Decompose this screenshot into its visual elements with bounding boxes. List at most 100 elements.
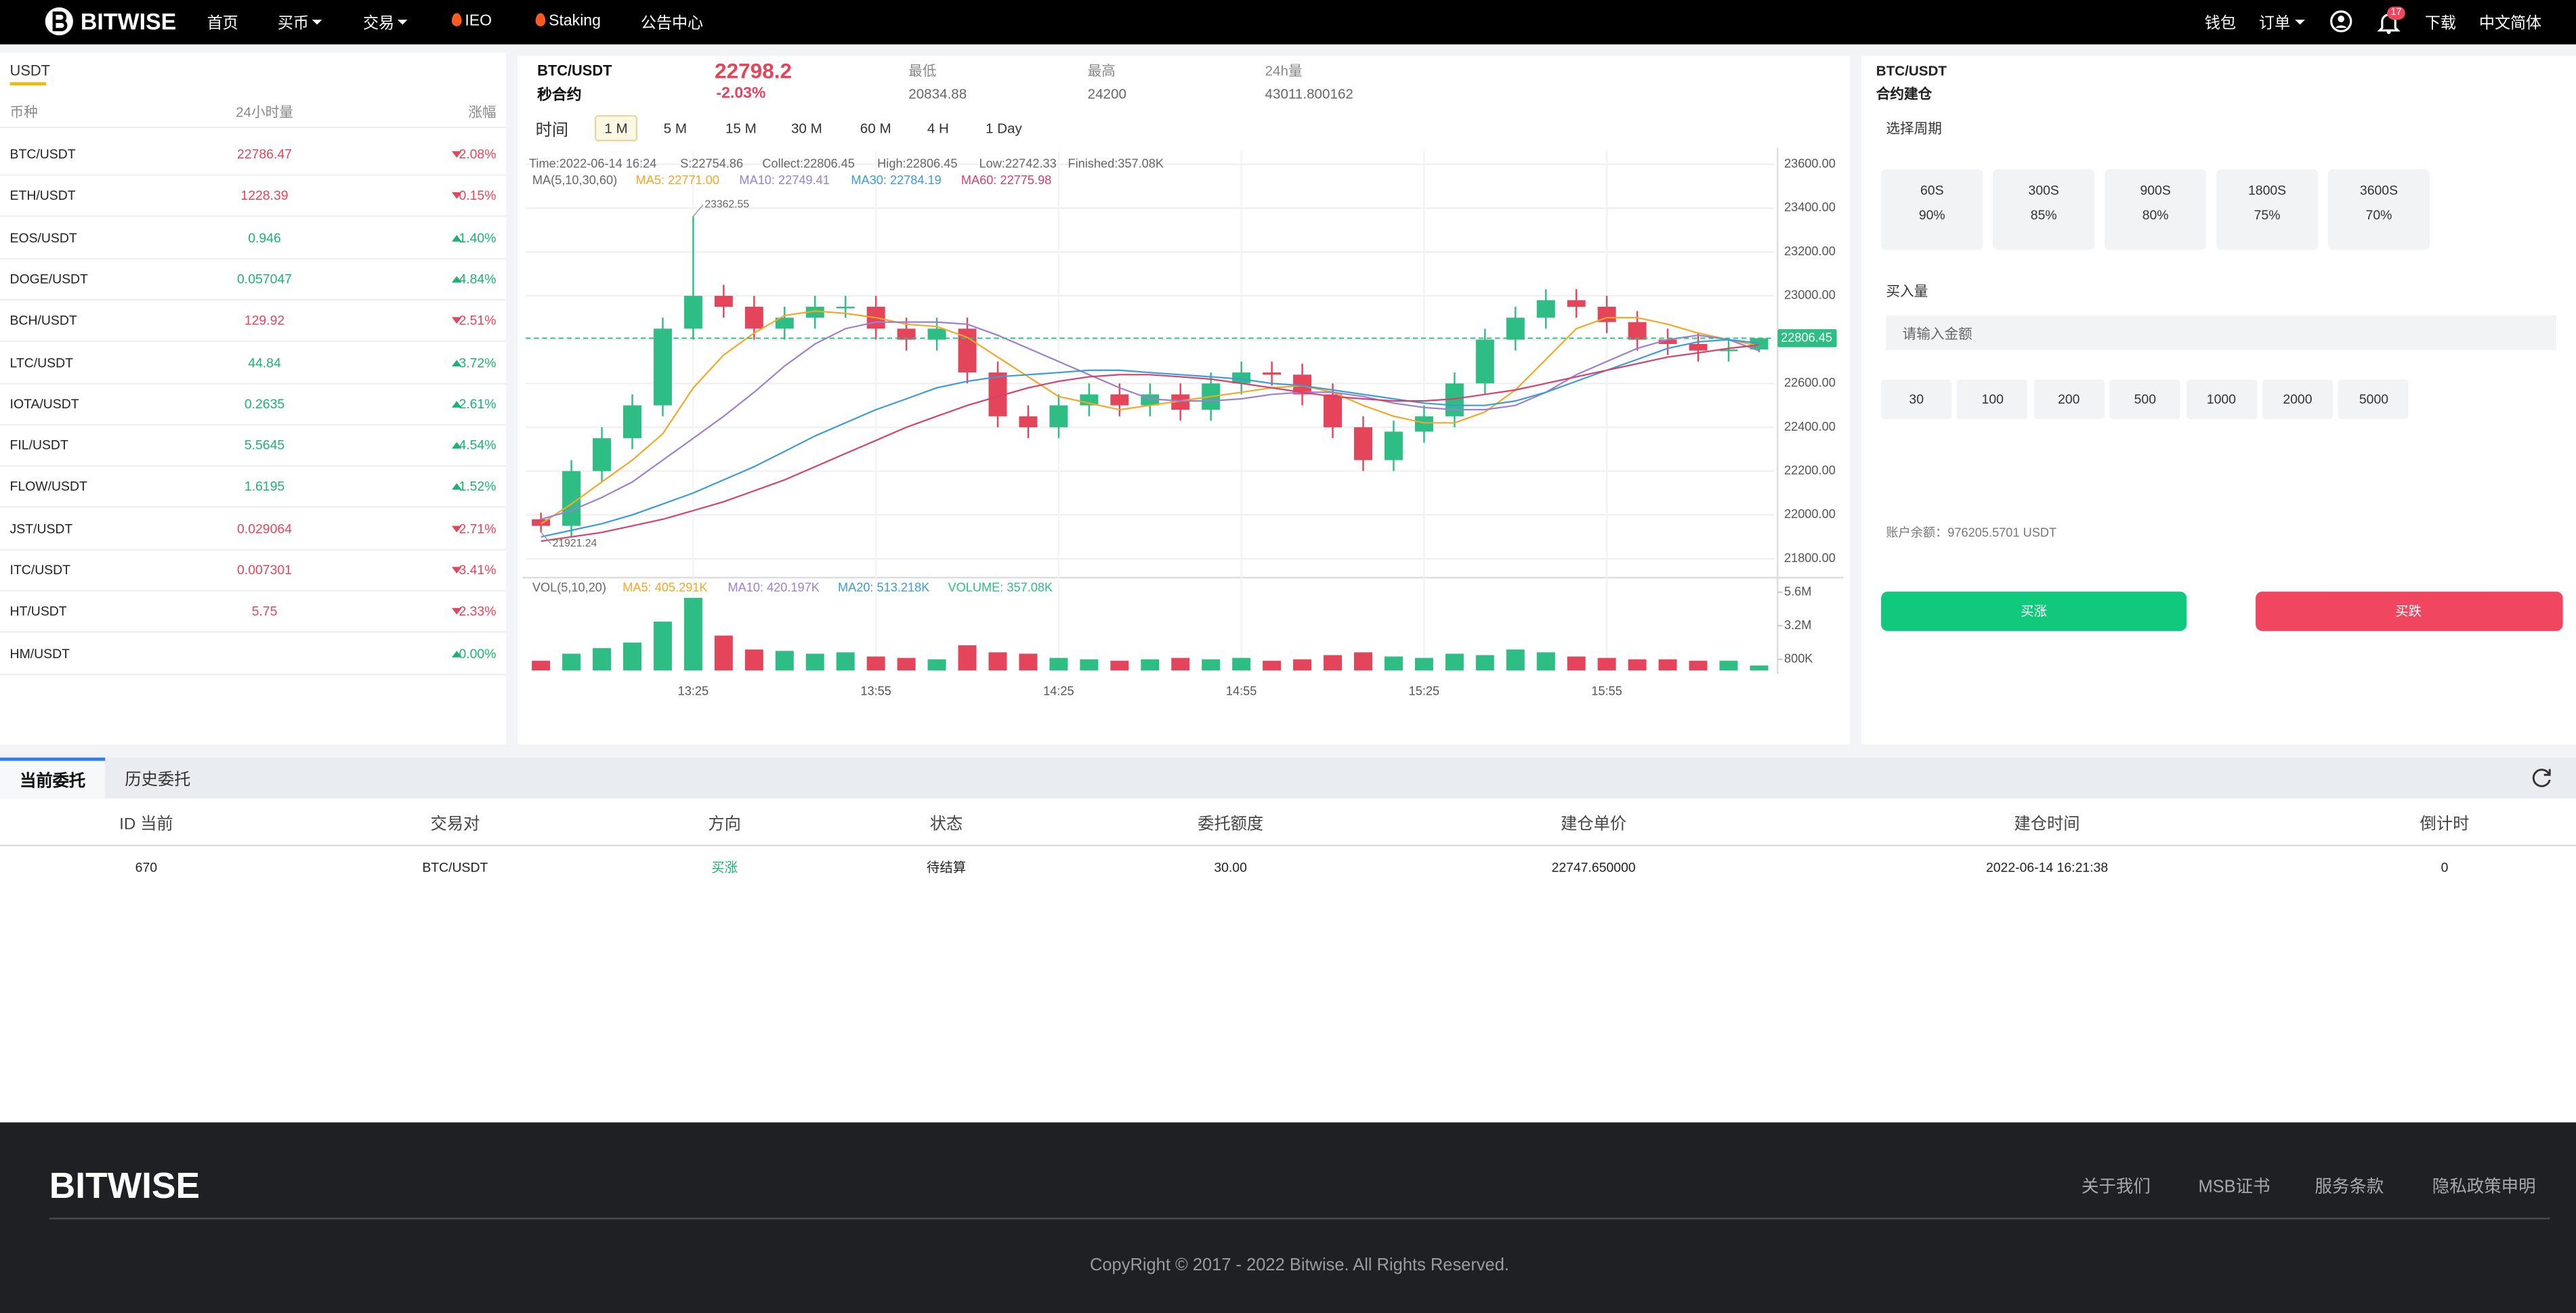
ticker-change: -2.03% <box>716 84 766 103</box>
footer-link[interactable]: MSB证书 <box>2198 1177 2271 1197</box>
nav-item[interactable]: 买币 <box>277 14 310 33</box>
market-pair[interactable]: HM/USDT <box>9 645 70 661</box>
x-tick-label: 14:25 <box>1043 684 1074 697</box>
interval-button[interactable]: 1 Day <box>985 120 1022 137</box>
volume-tick-label: 5.6M <box>1784 584 1811 598</box>
amount-button[interactable] <box>1957 379 2028 419</box>
period-card[interactable] <box>1881 169 1983 250</box>
period-card[interactable] <box>2216 169 2319 250</box>
volume-legend: MA20: 513.218K <box>838 581 929 595</box>
period-card[interactable] <box>1993 169 2095 250</box>
market-pair[interactable]: HT/USDT <box>9 604 67 620</box>
candle-body <box>775 318 794 329</box>
footer-link[interactable]: 关于我们 <box>2081 1177 2151 1197</box>
volume-bar <box>1414 658 1433 671</box>
amount-input[interactable] <box>1886 315 2556 350</box>
market-pair[interactable]: BTC/USDT <box>9 147 76 163</box>
row-line <box>0 257 507 259</box>
interval-button[interactable]: 15 M <box>725 120 757 137</box>
amount-button[interactable] <box>2338 379 2409 419</box>
amount-placeholder: 请输入金额 <box>1902 325 1972 342</box>
badge <box>2387 6 2405 20</box>
info-text: Collect:22806.45 <box>762 156 854 170</box>
market-pair[interactable]: BCH/USDT <box>9 313 77 328</box>
orders-header: 交易对 <box>430 815 480 834</box>
orders-tab[interactable]: 当前委托 <box>20 773 86 792</box>
market-pair[interactable]: LTC/USDT <box>9 355 74 370</box>
market-pair[interactable]: DOGE/USDT <box>9 272 88 287</box>
candle-body <box>532 519 551 526</box>
period-rate: 70% <box>2365 207 2392 223</box>
market-pair[interactable]: ETH/USDT <box>9 188 76 204</box>
market-volume: 0.007301 <box>237 563 292 578</box>
amount-button[interactable] <box>2262 379 2334 419</box>
buy-up-button[interactable] <box>1881 591 2187 631</box>
row-line <box>0 340 507 343</box>
market-pair[interactable]: FLOW/USDT <box>9 479 87 495</box>
refresh-icon[interactable] <box>2530 766 2553 789</box>
amount-button[interactable] <box>2033 379 2105 419</box>
market-pair[interactable]: ITC/USDT <box>9 563 71 578</box>
user-icon[interactable] <box>2329 10 2352 33</box>
nav-item[interactable]: 首页 <box>207 14 238 33</box>
market-volume: 5.5645 <box>244 437 285 453</box>
interval-button[interactable]: 5 M <box>663 120 688 137</box>
interval-button[interactable]: 60 M <box>860 120 891 137</box>
orders-tab-bar <box>0 757 2576 799</box>
nav-right-item[interactable]: 钱包 <box>2204 14 2237 33</box>
active-tab[interactable] <box>0 757 106 799</box>
amount-button[interactable] <box>2109 379 2180 419</box>
period-card[interactable] <box>2104 169 2207 250</box>
market-pair[interactable]: JST/USDT <box>9 521 73 536</box>
market-volume: 129.92 <box>244 313 285 328</box>
market-pair[interactable]: EOS/USDT <box>9 230 77 245</box>
nav-item[interactable]: IEO <box>465 12 492 30</box>
volume-bar <box>1141 659 1160 671</box>
stat-label: 最低 <box>908 62 937 79</box>
nav-item[interactable]: Staking <box>549 12 601 30</box>
nav-right-item[interactable]: 订单 <box>2258 14 2291 33</box>
annotation-line <box>541 532 551 544</box>
amount-value: 200 <box>2058 391 2080 407</box>
ma-line <box>541 339 1759 538</box>
period-rate: 90% <box>1918 207 1945 223</box>
y-tick-label: 23400.00 <box>1784 200 1836 214</box>
row-line <box>0 126 507 129</box>
last-price-label: 22806.45 <box>1781 330 1832 344</box>
y-tick-label: 23000.00 <box>1784 288 1836 302</box>
row-line <box>0 673 507 675</box>
footer-link[interactable]: 服务条款 <box>2315 1177 2384 1197</box>
market-pair[interactable]: IOTA/USDT <box>9 396 79 412</box>
volume-bar <box>897 658 916 671</box>
x-tick-label: 13:55 <box>860 684 891 697</box>
interval-button[interactable]: 30 M <box>790 120 822 137</box>
period-card[interactable] <box>2327 169 2430 250</box>
y-tick-label: 23200.00 <box>1784 244 1836 258</box>
candle-body <box>1263 372 1282 375</box>
orders-header: 建仓时间 <box>2014 815 2080 834</box>
nav-right-item[interactable]: 中文简体 <box>2478 14 2542 33</box>
volume-bar <box>958 645 977 671</box>
nav-item[interactable]: 交易 <box>363 14 395 33</box>
volume-legend: MA10: 420.197K <box>727 581 819 595</box>
kline-chart: 21800.00 22000.00 22200.00 22400.00 22600.00… <box>522 148 1844 697</box>
interval-button[interactable]: 1 M <box>604 120 628 137</box>
interval-button[interactable]: 4 H <box>927 120 949 137</box>
market-change: 1.52% <box>459 479 497 495</box>
nav-right-item[interactable]: 下载 <box>2424 14 2457 33</box>
volume-legend: VOLUME: 357.08K <box>948 581 1053 595</box>
amount-value: 5000 <box>2359 391 2389 407</box>
nav-item[interactable]: 公告中心 <box>640 14 704 33</box>
nav-bar <box>0 0 2576 45</box>
market-tab[interactable]: USDT <box>9 62 50 79</box>
footer-link[interactable]: 隐私政策申明 <box>2432 1177 2536 1197</box>
volume-bar <box>1719 660 1738 671</box>
trend-arrow <box>451 234 462 241</box>
orders-cell: 待结算 <box>926 860 967 876</box>
buy-down-button[interactable] <box>2256 591 2563 631</box>
candle-body <box>805 307 824 318</box>
market-pair[interactable]: FIL/USDT <box>9 437 68 453</box>
amount-button[interactable] <box>1881 379 1952 419</box>
amount-button[interactable] <box>2186 379 2257 419</box>
orders-tab[interactable]: 历史委托 <box>125 771 191 790</box>
